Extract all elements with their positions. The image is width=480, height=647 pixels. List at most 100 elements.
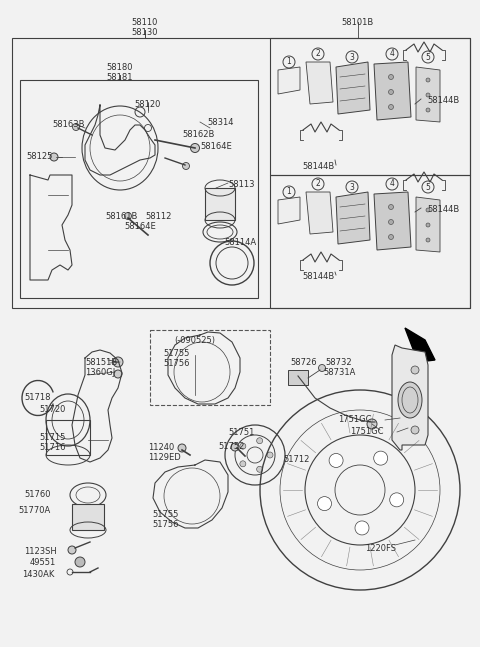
- Circle shape: [426, 238, 430, 242]
- Text: 51712: 51712: [283, 455, 310, 464]
- Text: 58125: 58125: [26, 152, 52, 161]
- Text: 51755: 51755: [152, 510, 179, 519]
- Polygon shape: [416, 67, 440, 122]
- Text: 1: 1: [287, 188, 291, 197]
- Text: 58114A: 58114A: [224, 238, 256, 247]
- Circle shape: [411, 366, 419, 374]
- Text: 51716: 51716: [39, 443, 65, 452]
- Text: 51756: 51756: [152, 520, 179, 529]
- Text: 58144B: 58144B: [302, 272, 334, 281]
- Text: 5: 5: [426, 52, 431, 61]
- Circle shape: [367, 419, 377, 429]
- Polygon shape: [374, 62, 411, 120]
- Text: 58726: 58726: [290, 358, 317, 367]
- Polygon shape: [205, 188, 235, 220]
- Text: 51715: 51715: [39, 433, 65, 442]
- Text: 1123SH: 1123SH: [24, 547, 57, 556]
- Circle shape: [240, 461, 246, 467]
- Circle shape: [411, 426, 419, 434]
- Text: 58110: 58110: [132, 18, 158, 27]
- Text: 1220FS: 1220FS: [365, 544, 396, 553]
- Polygon shape: [336, 192, 370, 244]
- Circle shape: [388, 105, 394, 109]
- Text: 51751: 51751: [228, 428, 254, 437]
- Text: 58144B: 58144B: [302, 162, 334, 171]
- Polygon shape: [416, 197, 440, 252]
- Text: 58164E: 58164E: [124, 222, 156, 231]
- Text: 58164E: 58164E: [200, 142, 232, 151]
- Text: 58144B: 58144B: [427, 205, 459, 214]
- Circle shape: [426, 78, 430, 82]
- Text: 1751GC: 1751GC: [350, 427, 384, 436]
- Text: 1360GJ: 1360GJ: [85, 368, 115, 377]
- Circle shape: [388, 74, 394, 80]
- Circle shape: [68, 546, 76, 554]
- Circle shape: [257, 466, 263, 472]
- Circle shape: [231, 443, 239, 451]
- Text: 58731A: 58731A: [323, 368, 355, 377]
- Text: 3: 3: [349, 182, 354, 192]
- Text: 58112: 58112: [145, 212, 171, 221]
- Text: 49551: 49551: [30, 558, 56, 567]
- Text: 1129ED: 1129ED: [148, 453, 181, 462]
- Circle shape: [388, 204, 394, 210]
- Text: 1751GC: 1751GC: [338, 415, 372, 424]
- Text: 51760: 51760: [24, 490, 50, 499]
- Circle shape: [329, 454, 343, 468]
- Text: 2: 2: [316, 50, 320, 58]
- Circle shape: [388, 219, 394, 225]
- Circle shape: [178, 444, 186, 452]
- Text: 2: 2: [316, 179, 320, 188]
- Text: 51756: 51756: [163, 359, 190, 368]
- Text: 4: 4: [390, 50, 395, 58]
- Text: 58120: 58120: [135, 100, 161, 109]
- Text: 58180: 58180: [107, 63, 133, 72]
- Circle shape: [426, 93, 430, 97]
- Circle shape: [124, 212, 132, 219]
- Text: 58113: 58113: [228, 180, 254, 189]
- Circle shape: [240, 443, 246, 449]
- Polygon shape: [306, 62, 333, 104]
- Polygon shape: [72, 504, 104, 530]
- Text: 58732: 58732: [325, 358, 352, 367]
- Text: 58181: 58181: [107, 73, 133, 82]
- Circle shape: [257, 438, 263, 444]
- Text: 58151B: 58151B: [85, 358, 117, 367]
- Circle shape: [426, 108, 430, 112]
- Circle shape: [390, 493, 404, 507]
- Text: (-090525): (-090525): [174, 336, 215, 345]
- Text: 58144B: 58144B: [427, 96, 459, 105]
- Polygon shape: [306, 192, 333, 234]
- Text: 58314: 58314: [207, 118, 233, 127]
- Text: 3: 3: [349, 52, 354, 61]
- Circle shape: [374, 451, 388, 465]
- Circle shape: [114, 370, 122, 378]
- Polygon shape: [278, 67, 300, 94]
- Text: 51770A: 51770A: [18, 506, 50, 515]
- Text: 4: 4: [390, 179, 395, 188]
- Polygon shape: [374, 192, 411, 250]
- Text: 58101B: 58101B: [342, 18, 374, 27]
- Text: 51720: 51720: [39, 405, 65, 414]
- Circle shape: [50, 153, 58, 161]
- Circle shape: [267, 452, 273, 458]
- Circle shape: [355, 521, 369, 535]
- Circle shape: [191, 144, 200, 153]
- Polygon shape: [336, 62, 370, 114]
- Circle shape: [388, 89, 394, 94]
- Text: 11240: 11240: [148, 443, 174, 452]
- Circle shape: [426, 223, 430, 227]
- Circle shape: [75, 557, 85, 567]
- Text: 58161B: 58161B: [105, 212, 137, 221]
- Polygon shape: [278, 197, 300, 224]
- Circle shape: [182, 162, 190, 170]
- Text: 51718: 51718: [24, 393, 50, 402]
- Polygon shape: [392, 345, 428, 450]
- Text: 5: 5: [426, 182, 431, 192]
- Circle shape: [319, 364, 325, 371]
- Circle shape: [426, 208, 430, 212]
- Circle shape: [388, 234, 394, 239]
- Polygon shape: [288, 370, 308, 385]
- Circle shape: [113, 357, 123, 367]
- Text: 58163B: 58163B: [52, 120, 84, 129]
